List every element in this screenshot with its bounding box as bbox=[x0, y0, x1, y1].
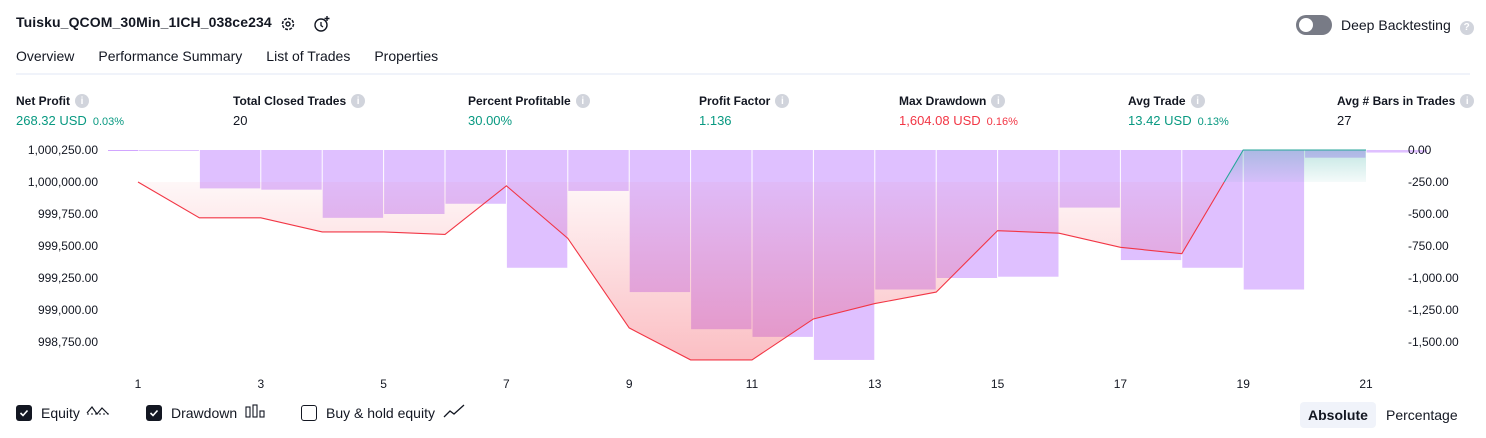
right-axis-tick-label: -250.00 bbox=[1408, 175, 1449, 189]
x-axis-tick-label: 17 bbox=[1114, 377, 1128, 391]
right-axis-tick-label: 0.00 bbox=[1408, 143, 1432, 157]
equity-drawdown-chart[interactable]: 1,000,250.00 1,000,000.00 999,750.00 999,50… bbox=[0, 138, 1486, 400]
legend-equity[interactable]: Equity bbox=[16, 404, 110, 421]
settings-gear-icon[interactable] bbox=[278, 14, 298, 34]
left-axis-ticks: 1,000,250.00 1,000,000.00 999,750.00 999,50… bbox=[28, 143, 98, 349]
left-axis-tick-label: 1,000,250.00 bbox=[28, 143, 98, 157]
legend-drawdown[interactable]: Drawdown bbox=[146, 404, 265, 421]
equity-fill bbox=[138, 150, 1366, 360]
metric-net-profit: Net Profit i 268.32 USD 0.03% bbox=[16, 94, 124, 128]
x-axis-tick-label: 3 bbox=[257, 377, 264, 391]
info-icon[interactable]: i bbox=[991, 94, 1006, 108]
drawdown-bar bbox=[1366, 150, 1427, 153]
right-axis-tick-label: -1,250.00 bbox=[1408, 303, 1459, 317]
strategy-title: Tuisku_QCOM_30Min_1ICH_038ce234 bbox=[16, 14, 272, 30]
metric-value: 1,604.08 USD bbox=[899, 113, 981, 128]
drawdown-checkbox[interactable] bbox=[146, 404, 162, 421]
right-axis-tick-label: -1,500.00 bbox=[1408, 335, 1459, 349]
right-axis-tick-label: -1,000.00 bbox=[1408, 271, 1459, 285]
left-axis-tick-label: 1,000,000.00 bbox=[28, 175, 98, 189]
x-axis-tick-label: 7 bbox=[503, 377, 510, 391]
metric-avg-bars: Avg # Bars in Trades i 27 bbox=[1337, 94, 1475, 128]
metric-value: 268.32 USD bbox=[16, 113, 87, 128]
metric-value: 30.00% bbox=[468, 113, 513, 128]
buy-hold-checkbox[interactable] bbox=[301, 404, 317, 421]
metric-label: Max Drawdown bbox=[899, 94, 987, 108]
metric-avg-trade: Avg Trade i 13.42 USD 0.13% bbox=[1128, 94, 1229, 128]
metric-label: Avg # Bars in Trades bbox=[1337, 94, 1456, 108]
legend-label: Buy & hold equity bbox=[326, 404, 435, 421]
add-alert-clock-icon[interactable] bbox=[312, 14, 332, 34]
x-axis-tick-label: 11 bbox=[746, 377, 759, 391]
drawdown-bar bbox=[108, 150, 138, 151]
metric-profit-factor: Profit Factor i 1.136 bbox=[699, 94, 790, 128]
drawdown-bars-icon bbox=[245, 404, 265, 421]
left-axis-tick-label: 999,500.00 bbox=[38, 239, 98, 253]
metric-value: 20 bbox=[233, 113, 248, 128]
tab-performance-summary[interactable]: Performance Summary bbox=[98, 48, 243, 64]
equity-line-gain bbox=[1223, 149, 1366, 183]
percentage-button[interactable]: Percentage bbox=[1386, 407, 1458, 423]
info-icon[interactable]: i bbox=[75, 94, 89, 108]
x-axis-tick-label: 5 bbox=[380, 377, 387, 391]
x-axis-ticks: 1 3 5 7 9 11 13 15 17 19 21 bbox=[135, 377, 1373, 391]
buy-hold-line-icon bbox=[443, 404, 465, 421]
metric-label: Percent Profitable bbox=[468, 94, 571, 108]
info-icon[interactable]: i bbox=[575, 94, 590, 108]
metric-label: Total Closed Trades bbox=[233, 94, 347, 108]
metric-max-drawdown: Max Drawdown i 1,604.08 USD 0.16% bbox=[899, 94, 1018, 128]
tab-divider bbox=[16, 73, 1470, 75]
deep-backtesting-label: Deep Backtesting bbox=[1341, 17, 1451, 33]
metric-percent: 0.16% bbox=[986, 116, 1018, 128]
metric-total-closed-trades: Total Closed Trades i 20 bbox=[233, 94, 366, 128]
metric-percent: 0.13% bbox=[1197, 116, 1229, 128]
equity-checkbox[interactable] bbox=[16, 404, 32, 421]
deep-backtesting-toggle[interactable] bbox=[1296, 15, 1332, 35]
absolute-button[interactable]: Absolute bbox=[1300, 402, 1376, 428]
equity-wave-icon bbox=[86, 404, 110, 421]
legend-label: Equity bbox=[41, 404, 80, 421]
right-axis-ticks: 0.00 -250.00 -500.00 -750.00 -1,000.00 -1,250… bbox=[1408, 143, 1459, 349]
tab-bar: Overview Performance Summary List of Tra… bbox=[16, 48, 462, 75]
tab-overview[interactable]: Overview bbox=[16, 48, 75, 75]
legend-label: Drawdown bbox=[171, 404, 238, 421]
drawdown-bar bbox=[199, 150, 261, 189]
metric-percent: 0.03% bbox=[92, 116, 125, 128]
tab-properties[interactable]: Properties bbox=[374, 48, 439, 64]
x-axis-tick-label: 13 bbox=[868, 377, 882, 391]
equity-line bbox=[137, 149, 1366, 361]
info-icon[interactable]: i bbox=[775, 94, 790, 108]
x-axis-tick-label: 15 bbox=[991, 377, 1005, 391]
x-axis-tick-label: 9 bbox=[626, 377, 633, 391]
tab-list-of-trades[interactable]: List of Trades bbox=[266, 48, 351, 64]
left-axis-tick-label: 999,000.00 bbox=[38, 303, 98, 317]
x-axis-tick-label: 21 bbox=[1359, 377, 1373, 391]
info-icon[interactable]: i bbox=[351, 94, 366, 108]
metric-label: Profit Factor bbox=[699, 94, 771, 108]
metric-value: 27 bbox=[1337, 113, 1352, 128]
left-axis-tick-label: 998,750.00 bbox=[38, 335, 98, 349]
x-axis-tick-label: 19 bbox=[1237, 377, 1251, 391]
info-icon[interactable]: i bbox=[1460, 94, 1475, 108]
help-question-icon[interactable]: ? bbox=[1459, 20, 1474, 35]
left-axis-tick-label: 999,250.00 bbox=[38, 271, 98, 285]
x-axis-tick-label: 1 bbox=[135, 377, 142, 391]
metric-value: 1.136 bbox=[699, 113, 732, 128]
right-axis-tick-label: -750.00 bbox=[1408, 239, 1449, 253]
info-icon[interactable]: i bbox=[1190, 94, 1205, 108]
equity-gain-area bbox=[1224, 150, 1366, 182]
legend-buy-hold[interactable]: Buy & hold equity bbox=[301, 404, 465, 421]
right-axis-tick-label: -500.00 bbox=[1408, 207, 1449, 221]
equity-loss-area bbox=[138, 182, 1225, 360]
metric-label: Net Profit bbox=[16, 94, 70, 108]
metric-percent-profitable: Percent Profitable i 30.00% bbox=[468, 94, 590, 128]
metric-value: 13.42 USD bbox=[1128, 113, 1192, 128]
equity-line-loss bbox=[137, 181, 1225, 361]
drawdown-bar bbox=[138, 150, 199, 151]
left-axis-tick-label: 999,750.00 bbox=[38, 207, 98, 221]
metric-label: Avg Trade bbox=[1128, 94, 1186, 108]
deep-backtesting-row: Deep Backtesting ? bbox=[1341, 17, 1474, 35]
